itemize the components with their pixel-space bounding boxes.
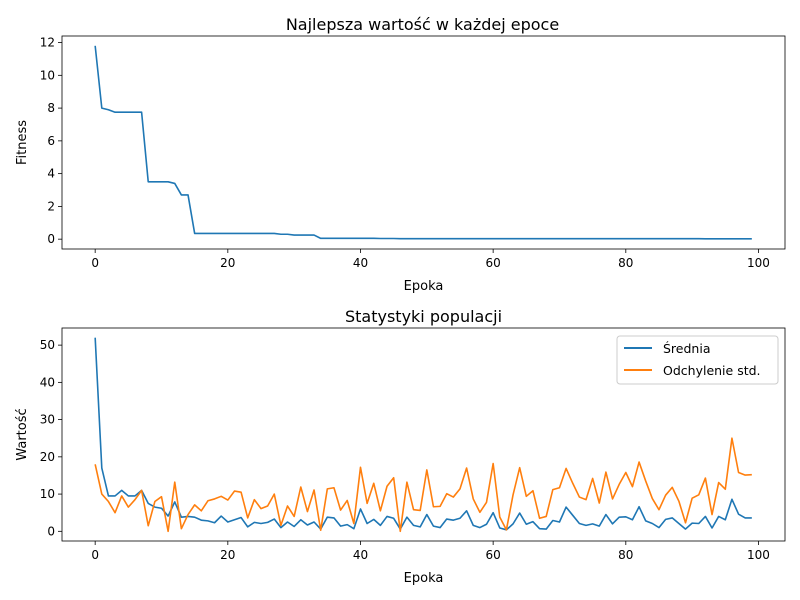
x-tick-label: 40 [353,256,368,270]
chart-title: Statystyki populacji [345,307,502,326]
y-ticks: 0 10 20 30 40 50 [40,338,62,538]
x-ticks: 0 20 40 60 80 100 [91,249,770,270]
y-tick: 50 [40,338,62,352]
y-tick: 0 [47,232,62,246]
y-tick-label: 0 [47,232,55,246]
x-tick-label: 0 [91,548,99,562]
y-tick: 20 [40,450,62,464]
x-tick-label: 20 [220,548,235,562]
x-tick: 80 [618,541,633,562]
y-tick-label: 40 [40,375,55,389]
y-ticks: 0 2 4 6 8 10 12 [40,36,62,246]
y-tick-label: 12 [40,36,55,50]
x-tick: 0 [91,541,99,562]
y-tick: 10 [40,68,62,82]
y-tick-label: 4 [47,167,55,181]
chart-population-stats: Statystyki populacji 0 20 40 60 80 100 0 10 20 3… [15,307,786,586]
y-tick: 2 [47,199,62,213]
x-tick: 20 [220,541,235,562]
y-tick: 40 [40,375,62,389]
y-tick: 4 [47,167,62,181]
x-tick: 80 [618,249,633,270]
chart-best-fitness: Najlepsza wartość w każdej epoce 0 20 40 60… [15,15,786,294]
y-tick-label: 2 [47,199,55,213]
y-tick-label: 6 [47,134,55,148]
legend-label-mean: Średnia [663,341,710,356]
legend-box [616,335,779,385]
y-tick-label: 8 [47,101,55,115]
series-lines [94,45,752,240]
y-tick-label: 10 [40,487,55,501]
series-lines [94,337,752,533]
x-tick: 40 [353,541,368,562]
x-tick: 100 [747,249,770,270]
y-tick: 8 [47,101,62,115]
y-tick: 10 [40,487,62,501]
y-axis-label: Fitness [15,120,30,165]
legend-label-std: Odchylenie std. [663,363,761,378]
series-line-secondary [94,437,752,533]
y-tick: 30 [40,413,62,427]
x-tick: 100 [747,541,770,562]
x-axis-label: Epoka [404,571,444,586]
x-tick-label: 0 [91,256,99,270]
series-line-primary [94,45,752,240]
y-tick: 0 [47,524,62,538]
x-tick: 60 [486,541,501,562]
y-tick-label: 0 [47,524,55,538]
x-tick: 0 [91,249,99,270]
x-tick-label: 60 [486,548,501,562]
y-tick-label: 10 [40,68,55,82]
x-tick: 60 [486,249,501,270]
y-tick-label: 50 [40,338,55,352]
x-tick-label: 60 [486,256,501,270]
axes-frame [61,35,786,250]
x-ticks: 0 20 40 60 80 100 [91,541,770,562]
x-tick-label: 80 [618,548,633,562]
x-tick-label: 40 [353,548,368,562]
y-tick: 6 [47,134,62,148]
x-tick-label: 100 [747,256,770,270]
axes-frame [61,327,786,542]
legend: Średnia Odchylenie std. [616,335,779,385]
x-tick: 20 [220,249,235,270]
chart-title: Najlepsza wartość w każdej epoce [286,15,559,34]
y-tick: 12 [40,36,62,50]
series-line-primary [94,337,752,531]
x-tick-label: 80 [618,256,633,270]
y-tick-label: 30 [40,413,55,427]
y-tick-label: 20 [40,450,55,464]
y-axis-label: Wartość [15,408,30,460]
x-tick-label: 100 [747,548,770,562]
x-tick: 40 [353,249,368,270]
x-tick-label: 20 [220,256,235,270]
x-axis-label: Epoka [404,279,444,294]
